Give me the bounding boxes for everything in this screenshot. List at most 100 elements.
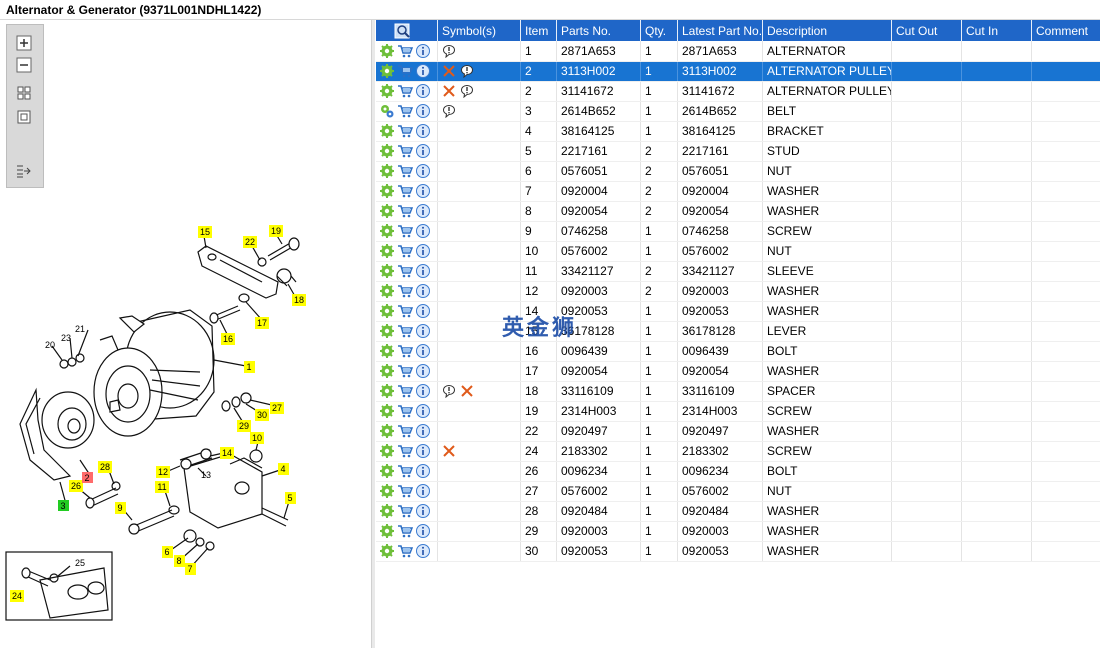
- zoom-in-icon[interactable]: [14, 33, 34, 53]
- exploded-parts-diagram[interactable]: 15 22 19 18 17 16 1 27 30 29 10 14 4 5 2…: [0, 200, 372, 640]
- cart-icon[interactable]: [397, 363, 413, 379]
- cart-icon[interactable]: [397, 483, 413, 499]
- callout-4[interactable]: 4: [278, 463, 289, 475]
- info-icon[interactable]: [415, 43, 431, 59]
- gear-icon[interactable]: [379, 403, 395, 419]
- cart-icon[interactable]: [397, 403, 413, 419]
- info-icon[interactable]: [415, 283, 431, 299]
- cart-icon[interactable]: [397, 503, 413, 519]
- info-icon[interactable]: [415, 503, 431, 519]
- panel-splitter[interactable]: [372, 20, 375, 648]
- info-icon[interactable]: [415, 243, 431, 259]
- callout-3[interactable]: 3: [58, 500, 69, 511]
- callout-1[interactable]: 1: [244, 361, 255, 373]
- cart-icon[interactable]: [397, 283, 413, 299]
- info-icon[interactable]: [415, 143, 431, 159]
- info-icon[interactable]: [415, 443, 431, 459]
- info-icon[interactable]: [415, 63, 431, 79]
- cart-icon[interactable]: [397, 423, 413, 439]
- gear-icon[interactable]: [379, 523, 395, 539]
- table-row[interactable]: 9 0746258 1 0746258 SCREW: [375, 221, 1100, 242]
- info-icon[interactable]: [415, 343, 431, 359]
- cart-icon[interactable]: [397, 463, 413, 479]
- table-row[interactable]: 11 33421127 2 33421127 SLEEVE: [375, 261, 1100, 282]
- table-row[interactable]: 18 33116109 1 33116109 SPACER: [375, 381, 1100, 402]
- table-row[interactable]: 12 0920003 2 0920003 WASHER: [375, 281, 1100, 302]
- table-row[interactable]: 6 0576051 2 0576051 NUT: [375, 161, 1100, 182]
- cart-icon[interactable]: [397, 343, 413, 359]
- gear-icon[interactable]: [379, 443, 395, 459]
- gear-icon[interactable]: [379, 263, 395, 279]
- table-row[interactable]: 5 2217161 2 2217161 STUD: [375, 141, 1100, 162]
- diagram-panel[interactable]: 15 22 19 18 17 16 1 27 30 29 10 14 4 5 2…: [0, 20, 372, 648]
- callout-5[interactable]: 5: [285, 492, 296, 504]
- cart-icon[interactable]: [397, 143, 413, 159]
- callout-2[interactable]: 2: [82, 472, 93, 483]
- table-row[interactable]: 30 0920053 1 0920053 WASHER: [375, 541, 1100, 562]
- cart-icon[interactable]: [397, 323, 413, 339]
- column-header-qty[interactable]: Qty.: [640, 20, 678, 41]
- callout-15[interactable]: 15: [198, 226, 212, 238]
- table-row[interactable]: 26 0096234 1 0096234 BOLT: [375, 461, 1100, 482]
- gear-icon[interactable]: [379, 463, 395, 479]
- fit-grid-icon[interactable]: [14, 83, 34, 103]
- gear-icon[interactable]: [379, 303, 395, 319]
- info-icon[interactable]: [415, 523, 431, 539]
- info-icon[interactable]: [415, 103, 431, 119]
- gear-icon[interactable]: [379, 503, 395, 519]
- sync-list-icon[interactable]: [14, 161, 34, 181]
- column-header-description[interactable]: Description: [762, 20, 892, 41]
- gear-icon[interactable]: [379, 83, 395, 99]
- table-row[interactable]: 8 0920054 2 0920054 WASHER: [375, 201, 1100, 222]
- cart-icon[interactable]: [397, 43, 413, 59]
- table-row[interactable]: 19 2314H003 1 2314H003 SCREW: [375, 401, 1100, 422]
- info-icon[interactable]: [415, 123, 431, 139]
- column-header-comment[interactable]: Comment: [1031, 20, 1100, 41]
- callout-11[interactable]: 11: [155, 481, 169, 493]
- cart-icon[interactable]: [397, 123, 413, 139]
- table-row[interactable]: 1 2871A653 1 2871A653 ALTERNATOR: [375, 41, 1100, 62]
- info-icon[interactable]: [415, 163, 431, 179]
- column-header-cut-out[interactable]: Cut Out: [891, 20, 962, 41]
- cart-icon[interactable]: [397, 443, 413, 459]
- table-row[interactable]: 24 2183302 1 2183302 SCREW: [375, 441, 1100, 462]
- gear-icon[interactable]: [379, 203, 395, 219]
- callout-19[interactable]: 19: [269, 225, 283, 237]
- cart-icon[interactable]: [397, 223, 413, 239]
- callout-26[interactable]: 26: [69, 480, 83, 492]
- gear-icon[interactable]: [379, 423, 395, 439]
- cart-icon[interactable]: [397, 103, 413, 119]
- info-icon[interactable]: [415, 323, 431, 339]
- callout-14[interactable]: 14: [220, 447, 234, 459]
- gear-icon[interactable]: [379, 383, 395, 399]
- info-icon[interactable]: [415, 203, 431, 219]
- gear-icon[interactable]: [379, 63, 395, 79]
- info-icon[interactable]: [415, 423, 431, 439]
- info-icon[interactable]: [415, 403, 431, 419]
- table-row[interactable]: 2 3113H002 1 3113H002 ALTERNATOR PULLEY: [375, 61, 1100, 82]
- info-icon[interactable]: [415, 263, 431, 279]
- info-icon[interactable]: [415, 483, 431, 499]
- gear-icon[interactable]: [379, 243, 395, 259]
- callout-29[interactable]: 29: [237, 420, 251, 432]
- cart-icon[interactable]: [397, 183, 413, 199]
- table-row[interactable]: 15 36178128 1 36178128 LEVER: [375, 321, 1100, 342]
- gear-icon[interactable]: [379, 143, 395, 159]
- callout-22[interactable]: 22: [243, 236, 257, 248]
- table-row[interactable]: 22 0920497 1 0920497 WASHER: [375, 421, 1100, 442]
- table-row[interactable]: 3 2614B652 1 2614B652 BELT: [375, 101, 1100, 122]
- cart-icon[interactable]: [397, 163, 413, 179]
- callout-9[interactable]: 9: [115, 502, 126, 514]
- callout-12[interactable]: 12: [156, 466, 170, 478]
- gear-icon[interactable]: [379, 123, 395, 139]
- info-icon[interactable]: [415, 363, 431, 379]
- column-header-cut-in[interactable]: Cut In: [961, 20, 1032, 41]
- column-header-latest-part-no[interactable]: Latest Part No.: [677, 20, 763, 41]
- cart-icon[interactable]: [397, 243, 413, 259]
- gear-icon[interactable]: [379, 283, 395, 299]
- info-icon[interactable]: [415, 543, 431, 559]
- info-icon[interactable]: [415, 303, 431, 319]
- gear-icon[interactable]: [379, 183, 395, 199]
- cart-icon[interactable]: [397, 63, 413, 79]
- callout-27[interactable]: 27: [270, 402, 284, 414]
